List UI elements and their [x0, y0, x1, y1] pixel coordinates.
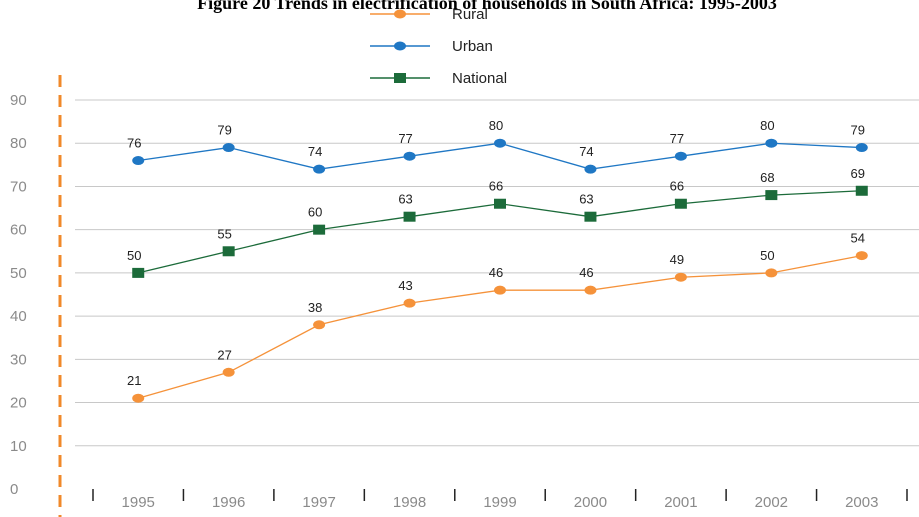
marker [403, 211, 416, 222]
chart-title: Figure 20 Trends in electrification of h… [197, 0, 777, 13]
legend-label: Rural [452, 6, 488, 23]
y-tick-label: 20 [10, 395, 27, 412]
data-label: 60 [308, 205, 322, 220]
marker [494, 198, 506, 209]
marker [674, 198, 687, 209]
data-label: 63 [579, 192, 593, 207]
y-tick-label: 40 [10, 308, 27, 325]
data-label: 38 [308, 300, 322, 315]
data-label: 74 [579, 144, 593, 159]
legend-marker [394, 9, 406, 19]
x-tick-label: 1996 [212, 494, 245, 511]
data-label: 74 [308, 144, 322, 159]
data-label: 27 [217, 347, 231, 362]
data-label: 63 [398, 192, 412, 207]
marker [222, 367, 235, 377]
marker [403, 151, 416, 161]
x-tick-label: 2001 [664, 494, 697, 511]
marker [313, 164, 326, 174]
y-tick-label: 60 [10, 222, 27, 239]
legend-label: Urban [452, 38, 493, 55]
marker [765, 268, 778, 278]
marker [132, 267, 145, 278]
y-tick-label: 50 [10, 265, 27, 282]
marker [584, 164, 597, 174]
marker [584, 211, 597, 222]
y-tick-label: 0 [10, 481, 18, 498]
data-label: 46 [579, 265, 593, 280]
data-label: 76 [127, 136, 141, 151]
data-label: 43 [398, 278, 412, 293]
marker [584, 285, 597, 295]
y-tick-label: 10 [10, 438, 27, 455]
x-tick-label: 2000 [574, 494, 607, 511]
data-label: 50 [760, 248, 774, 263]
data-label: 66 [489, 179, 503, 194]
legend-label: National [452, 70, 507, 87]
x-tick-label: 1998 [393, 494, 426, 511]
data-label: 79 [851, 123, 865, 138]
data-label: 80 [489, 118, 503, 133]
y-tick-label: 30 [10, 351, 27, 368]
data-label: 54 [851, 231, 865, 246]
data-label: 50 [127, 248, 141, 263]
data-label: 21 [127, 373, 141, 388]
y-tick-label: 70 [10, 178, 27, 195]
marker [855, 143, 868, 153]
data-label: 77 [670, 131, 684, 146]
marker [855, 251, 868, 261]
marker [222, 246, 235, 257]
x-tick-label: 2002 [755, 494, 788, 511]
y-tick-label: 80 [10, 135, 27, 152]
marker [494, 285, 506, 295]
marker [765, 190, 778, 201]
marker [313, 320, 326, 330]
x-tick-label: 1995 [122, 494, 155, 511]
marker [765, 138, 778, 148]
data-label: 79 [217, 123, 231, 138]
x-tick-label: 2003 [845, 494, 878, 511]
data-label: 80 [760, 118, 774, 133]
data-label: 49 [670, 252, 684, 267]
marker [674, 151, 687, 161]
marker [132, 393, 145, 403]
marker [403, 298, 416, 308]
data-label: 68 [760, 170, 774, 185]
y-tick-label: 90 [10, 92, 27, 109]
data-label: 55 [217, 226, 231, 241]
data-label: 77 [398, 131, 412, 146]
marker [132, 156, 145, 166]
marker [222, 143, 235, 153]
data-label: 46 [489, 265, 503, 280]
marker [494, 138, 506, 148]
x-tick-label: 1997 [302, 494, 335, 511]
marker [674, 272, 687, 282]
legend-marker [394, 73, 406, 83]
legend-marker [394, 41, 406, 51]
marker [855, 185, 868, 196]
data-label: 66 [670, 179, 684, 194]
data-label: 69 [851, 166, 865, 181]
x-tick-label: 1999 [483, 494, 516, 511]
marker [313, 224, 326, 235]
